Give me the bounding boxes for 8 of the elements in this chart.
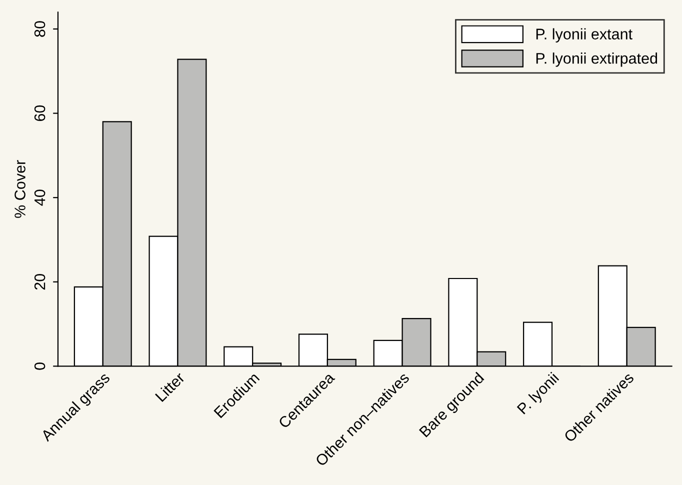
y-tick-label: 60 <box>34 105 46 121</box>
y-tick-label: 40 <box>34 190 46 206</box>
y-tick-label: 20 <box>34 274 46 290</box>
legend-label: P. lyonii extant <box>536 28 632 42</box>
y-tick-label: 80 <box>34 21 46 37</box>
y-axis-title: % Cover <box>14 160 26 218</box>
y-tick-label: 0 <box>34 362 46 370</box>
legend-label: P. lyonii extirpated <box>536 52 658 67</box>
